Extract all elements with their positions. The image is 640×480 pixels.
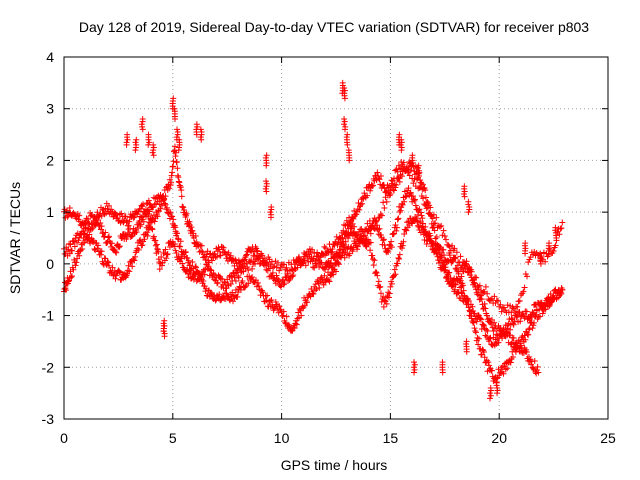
data-point [174,159,180,165]
data-point [177,244,183,250]
data-point [522,284,528,290]
plot-frame [64,57,608,419]
data-point [395,215,401,221]
data-point [398,208,404,214]
data-point [386,295,392,301]
y-tick-label: 4 [46,49,54,65]
y-axis-label: SDTVAR / TECUs [7,182,23,294]
y-tick-label: 3 [46,101,54,117]
sdtvar-chart: 0 5 10 15 20 25 -3 -2 -1 0 1 2 3 4 Day 128 of 2019, S… [0,0,640,480]
data-point [558,225,564,231]
y-tick-label: 1 [46,204,54,220]
data-point [516,298,522,304]
data-point [473,329,479,335]
data-point [280,313,286,319]
data-point [178,187,184,193]
data-point [511,322,517,328]
x-tick-label: 5 [169,430,177,446]
data-point [131,258,137,264]
data-point [387,284,393,290]
data-point [78,232,84,238]
data-point [397,209,403,215]
data-point [125,267,131,273]
data-point [214,280,220,286]
data-point [480,322,486,328]
data-point [532,358,538,364]
y-tick-label: -1 [42,308,55,324]
data-point [434,234,440,240]
data-point [472,328,478,334]
y-tick-label: 2 [46,152,54,168]
data-point [381,205,387,211]
data-point [559,219,565,225]
x-tick-label: 15 [383,430,399,446]
data-point [184,255,190,261]
data-point [380,199,386,205]
data-point [474,291,480,297]
y-tick-label: -3 [42,411,55,427]
data-point [373,269,379,275]
data-point [169,169,175,175]
data-points [61,80,565,401]
data-point [179,193,185,199]
data-point [384,199,390,205]
data-point [458,253,464,259]
x-tick-label: 20 [491,430,507,446]
data-point [314,249,320,255]
data-point [156,259,162,265]
data-point [106,233,112,239]
data-point [370,256,376,262]
data-point [151,234,157,240]
data-point [377,176,383,182]
y-tick-label: 0 [46,256,54,272]
grid-lines [64,57,608,419]
data-point [105,235,111,241]
data-point [376,278,382,284]
y-tick-label: -2 [42,359,55,375]
x-axis-label: GPS time / hours [281,457,388,473]
data-point [321,244,327,250]
data-point [374,270,380,276]
data-point [445,242,451,248]
x-tick-label: 25 [600,430,616,446]
data-point [395,216,401,222]
data-point [392,267,398,273]
data-point [517,298,523,304]
data-point [388,239,394,245]
data-point [474,335,480,341]
data-point [264,292,270,298]
data-point [118,210,124,216]
x-tick-label: 10 [274,430,290,446]
chart-title: Day 128 of 2019, Sidereal Day-to-day VTE… [79,19,589,35]
data-point [387,243,393,249]
data-point [413,203,419,209]
data-point [397,252,403,258]
data-point [199,243,205,249]
data-point [390,231,396,237]
data-point [472,325,478,331]
data-point [371,262,377,268]
data-point [395,255,401,261]
data-point [493,331,499,337]
axis-ticks [64,57,608,419]
data-point [423,195,429,201]
x-tick-label: 0 [60,430,68,446]
data-point [443,237,449,243]
data-point [171,158,177,164]
data-point [67,205,73,211]
data-point [198,248,204,254]
data-point [367,247,373,253]
